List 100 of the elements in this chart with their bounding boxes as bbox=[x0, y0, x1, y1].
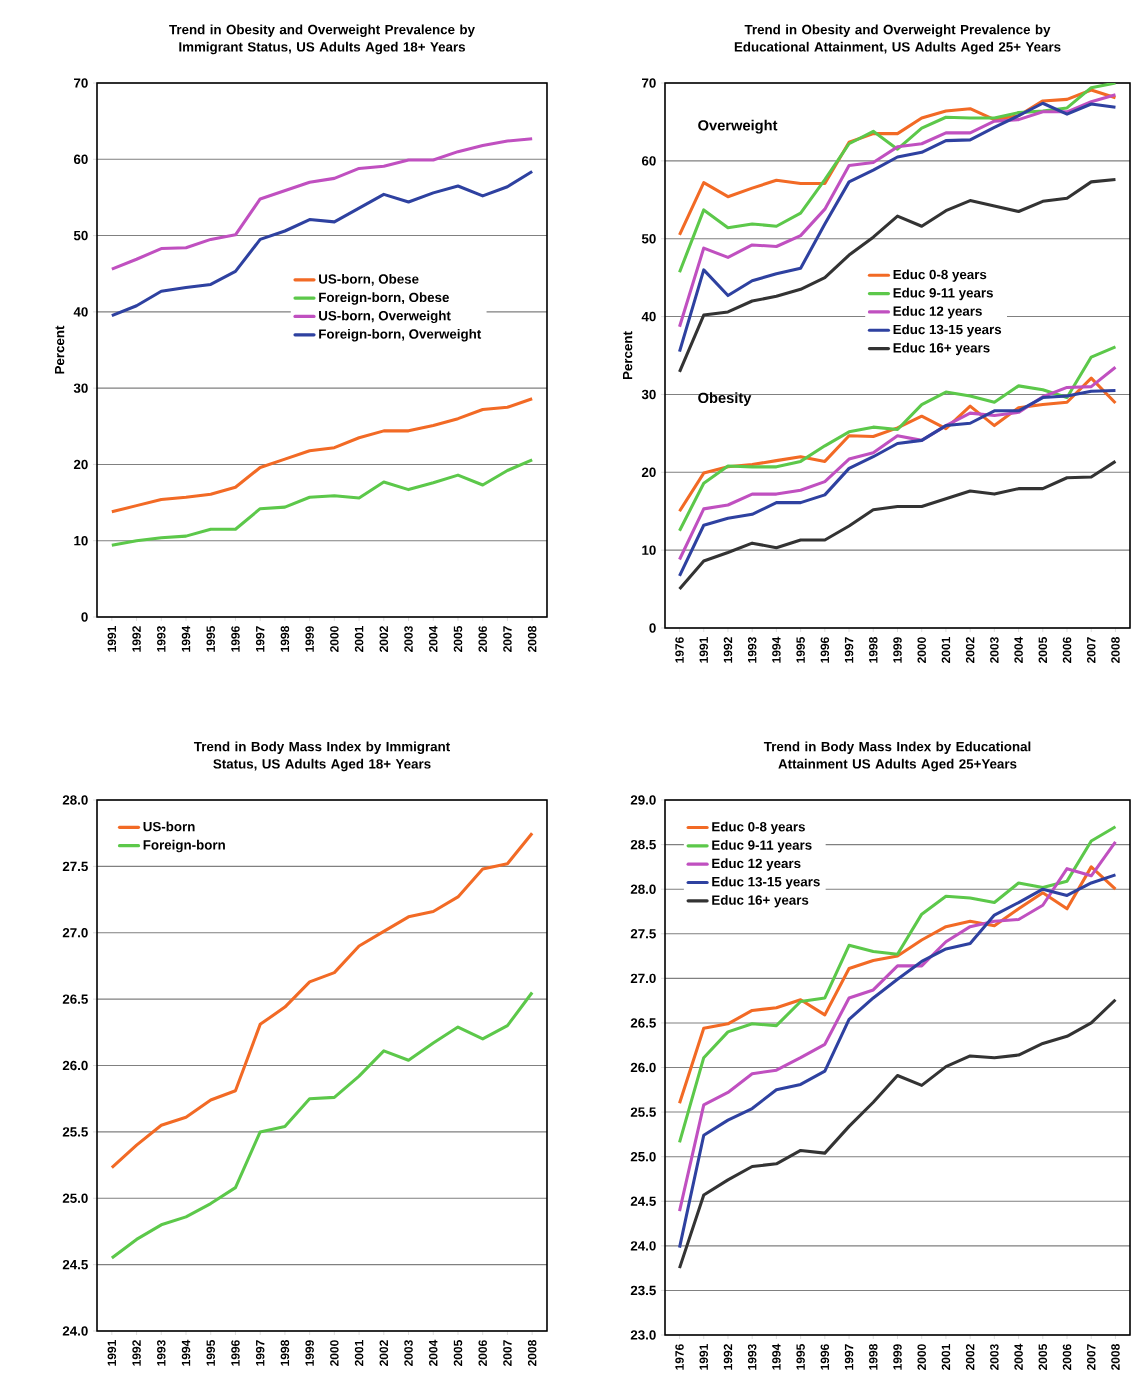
line-series bbox=[677, 840, 1118, 1213]
legend-label: Educ 13-15 years bbox=[712, 876, 820, 890]
x-tick-label: 1991 bbox=[107, 1340, 117, 1366]
x-tick-label: 2002 bbox=[379, 1340, 389, 1366]
x-tick-label: 2000 bbox=[330, 626, 339, 652]
x-tick-label: 1999 bbox=[305, 626, 314, 652]
legend-label: Educ 16+ years bbox=[712, 894, 809, 908]
x-tick-label: 1999 bbox=[893, 1344, 902, 1370]
y-tick-label: 26.5 bbox=[62, 994, 88, 1004]
chart-title: Trend in Body Mass Index by Educational Attainment US Adults Aged 25+Years bbox=[763, 741, 1031, 772]
x-tick-label: 2000 bbox=[917, 637, 926, 663]
y-tick-label: 26.5 bbox=[630, 1018, 656, 1028]
y-tick-label: 26.0 bbox=[62, 1060, 88, 1071]
x-tick-label: 2006 bbox=[478, 626, 487, 652]
legend-label: Educ 9-11 years bbox=[712, 839, 812, 853]
x-tick-label: 1994 bbox=[181, 625, 191, 652]
x-tick-label: 2001 bbox=[941, 1344, 951, 1370]
y-tick-label: 70 bbox=[642, 78, 656, 88]
y-tick-label: 20 bbox=[641, 467, 656, 478]
x-tick-label: 2004 bbox=[1014, 1343, 1023, 1370]
x-tick-label: 2002 bbox=[379, 626, 389, 652]
legend-label: US-born, Overweight bbox=[319, 310, 451, 324]
y-tick-label: 20 bbox=[73, 459, 88, 470]
line-series bbox=[677, 389, 1117, 578]
x-tick-label: 2002 bbox=[965, 1344, 975, 1370]
x-tick-label: 2003 bbox=[404, 626, 413, 652]
line-series bbox=[110, 397, 534, 514]
x-tick-label: 1994 bbox=[181, 1339, 191, 1366]
line-series bbox=[110, 831, 534, 1170]
y-tick-label: 24.5 bbox=[630, 1196, 656, 1206]
x-tick-label: 1998 bbox=[280, 1340, 290, 1366]
y-tick-label: 28.0 bbox=[62, 795, 88, 805]
y-tick-label: 10 bbox=[642, 545, 656, 555]
y-tick-label: 27.0 bbox=[62, 928, 88, 938]
x-tick-label: 2002 bbox=[965, 637, 975, 663]
x-tick-label: 2005 bbox=[453, 626, 463, 652]
y-tick-label: 27.0 bbox=[630, 973, 656, 984]
line-series bbox=[677, 998, 1118, 1270]
y-tick-label: 60 bbox=[73, 154, 88, 165]
x-tick-label: 1997 bbox=[844, 1344, 854, 1370]
y-tick-label: 25.0 bbox=[62, 1193, 88, 1203]
legend-label: Educ 16+ years bbox=[893, 342, 990, 356]
x-tick-label: 1992 bbox=[723, 1344, 733, 1370]
x-tick-label: 2000 bbox=[330, 1340, 339, 1366]
x-tick-label: 1976 bbox=[675, 1344, 684, 1370]
chart-title: Trend in Obesity and Overweight Prevalence by Educational Attainment, US Adults Aged 25+ Years bbox=[734, 24, 1061, 55]
x-tick-label: 1991 bbox=[699, 1344, 708, 1370]
x-tick-label: 1995 bbox=[796, 637, 805, 663]
annotation: Overweight bbox=[698, 119, 778, 134]
y-tick-label: 26.0 bbox=[630, 1062, 656, 1073]
legend-label: Foreign-born bbox=[143, 839, 225, 853]
x-tick-label: 1993 bbox=[747, 1344, 757, 1370]
y-tick-label: 60 bbox=[641, 156, 656, 166]
x-tick-label: 1998 bbox=[869, 1344, 878, 1370]
x-tick-label: 2006 bbox=[1062, 1344, 1072, 1370]
legend-label: Educ 13-15 years bbox=[893, 324, 1002, 337]
y-axis-title: Percent bbox=[54, 325, 65, 374]
line-series bbox=[677, 178, 1117, 374]
y-tick-label: 24.5 bbox=[62, 1259, 88, 1270]
x-tick-label: 2008 bbox=[1111, 637, 1120, 663]
x-tick-label: 2000 bbox=[917, 1344, 926, 1370]
legend-label: Educ 0-8 years bbox=[712, 821, 805, 835]
x-tick-label: 1995 bbox=[796, 1344, 805, 1370]
y-tick-label: 25.0 bbox=[630, 1151, 656, 1162]
y-tick-label: 23.0 bbox=[630, 1330, 656, 1340]
line-series bbox=[110, 990, 534, 1260]
y-tick-label: 0 bbox=[649, 623, 656, 633]
x-tick-label: 2001 bbox=[354, 1340, 364, 1366]
chart-title: Trend in Obesity and Overweight Prevalence by Immigrant Status, US Adults Aged 18+ Years bbox=[169, 24, 475, 55]
legend-label: Educ 0-8 years bbox=[893, 269, 987, 282]
x-tick-label: 1991 bbox=[699, 637, 708, 663]
chart-title: Trend in Body Mass Index by Immigrant Status, US Adults Aged 18+ Years bbox=[193, 741, 450, 772]
x-tick-label: 1976 bbox=[675, 637, 684, 663]
x-tick-label: 2004 bbox=[429, 1339, 438, 1366]
y-tick-label: 70 bbox=[74, 78, 88, 88]
x-tick-label: 1994 bbox=[772, 636, 781, 663]
x-tick-label: 1991 bbox=[107, 626, 117, 652]
x-tick-label: 2007 bbox=[1086, 1344, 1096, 1370]
y-tick-label: 24.0 bbox=[630, 1241, 656, 1251]
x-tick-label: 1997 bbox=[844, 637, 854, 663]
x-tick-label: 2008 bbox=[527, 1340, 537, 1366]
y-tick-label: 27.5 bbox=[630, 929, 656, 939]
x-tick-label: 1998 bbox=[869, 637, 878, 663]
x-tick-label: 1992 bbox=[723, 637, 733, 663]
y-tick-label: 40 bbox=[73, 307, 88, 317]
y-tick-label: 0 bbox=[81, 612, 88, 622]
x-tick-label: 1992 bbox=[132, 1340, 141, 1366]
x-tick-label: 1995 bbox=[206, 626, 215, 652]
y-tick-label: 27.5 bbox=[62, 861, 88, 872]
x-tick-label: 2005 bbox=[1038, 1344, 1048, 1370]
x-tick-label: 1998 bbox=[280, 626, 290, 652]
y-tick-label: 30 bbox=[641, 389, 656, 400]
x-tick-label: 2001 bbox=[354, 626, 364, 652]
x-tick-label: 2006 bbox=[1062, 637, 1072, 663]
line-series bbox=[677, 459, 1117, 591]
x-tick-label: 1996 bbox=[820, 637, 830, 663]
y-tick-label: 28.0 bbox=[630, 884, 656, 894]
legend-label: Foreign-born, Overweight bbox=[319, 328, 482, 342]
x-tick-label: 1999 bbox=[893, 637, 902, 663]
x-tick-label: 1996 bbox=[231, 626, 240, 652]
